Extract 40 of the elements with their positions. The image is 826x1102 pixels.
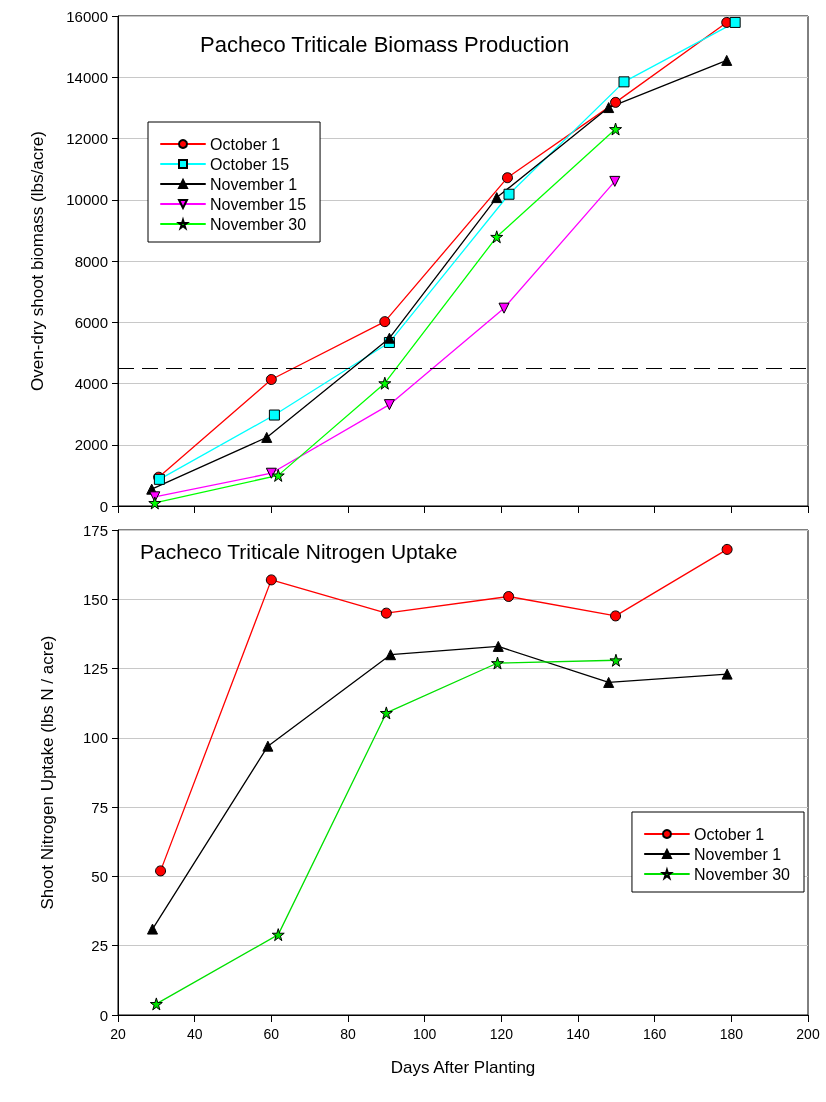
y-tick-label: 2000 xyxy=(74,436,108,454)
y-tick-label: 150 xyxy=(82,590,108,608)
x-tick-label: 60 xyxy=(263,1026,280,1042)
legend-label: November 30 xyxy=(693,865,791,883)
legend-label: November 1 xyxy=(210,175,298,193)
y-tick-label: 16000 xyxy=(66,7,108,25)
y-tick-label: 0 xyxy=(99,1006,108,1024)
x-tick-label: 40 xyxy=(186,1026,203,1042)
x-tick-label: 80 xyxy=(340,1026,356,1042)
legend-label: October 1 xyxy=(210,135,281,153)
y-tick-label: 125 xyxy=(82,660,108,678)
x-tick-label: 160 xyxy=(642,1026,667,1042)
legend-label: November 30 xyxy=(210,215,307,233)
y-axis-title: Shoot Nitrogen Uptake (lbs N / acre) xyxy=(38,635,57,910)
x-tick-label: 20 xyxy=(110,1026,126,1042)
y-tick-label: 4000 xyxy=(74,375,108,392)
text: Pacheco Triticale Nitrogen Uptake xyxy=(140,540,458,563)
x-tick-label: 200 xyxy=(796,1026,820,1042)
x-tick-label: 180 xyxy=(719,1026,744,1042)
x-axis-title: Days After Planting xyxy=(390,1058,536,1077)
y-tick-label: 6000 xyxy=(74,313,108,331)
text: Pacheco Triticale Biomass Production xyxy=(200,31,570,57)
x-tick-label: 140 xyxy=(566,1026,590,1042)
y-tick-label: 14000 xyxy=(66,68,108,86)
y-tick-label: 100 xyxy=(82,729,108,747)
y-tick-label: 0 xyxy=(99,497,108,515)
y-tick-label: 75 xyxy=(91,798,108,816)
y-tick-label: 50 xyxy=(91,867,108,885)
legend-label: October 1 xyxy=(693,825,765,843)
y-tick-label: 10000 xyxy=(66,191,108,209)
y-axis-title: Oven-dry shoot biomass (lbs/acre) xyxy=(28,131,47,391)
legend-label: October 15 xyxy=(210,155,290,173)
y-tick-label: 8000 xyxy=(74,252,108,270)
legend-label: November 1 xyxy=(693,845,782,863)
y-tick-label: 25 xyxy=(91,937,108,955)
y-tick-label: 12000 xyxy=(66,130,108,147)
legend-label: November 15 xyxy=(210,195,307,213)
x-tick-label: 100 xyxy=(412,1026,437,1042)
y-tick-label: 175 xyxy=(82,521,108,539)
x-tick-label: 120 xyxy=(489,1026,514,1042)
